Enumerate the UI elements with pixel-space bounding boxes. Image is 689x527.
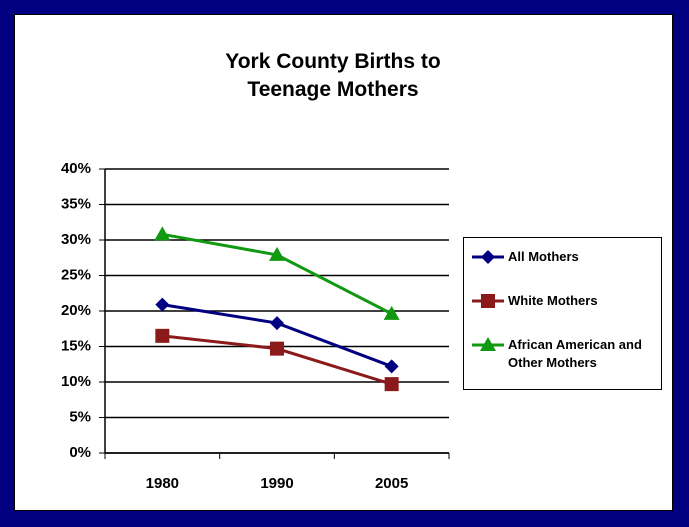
series-line	[162, 232, 393, 316]
x-tick-label: 2005	[375, 475, 408, 492]
marker	[155, 297, 170, 312]
legend-label: All Mothers	[508, 249, 579, 264]
marker	[384, 359, 399, 374]
chart-title: York County Births to Teenage Mothers	[225, 50, 441, 101]
y-tick-label: 35%	[61, 195, 91, 212]
legend-item: African American and Other Mothers	[470, 336, 658, 372]
x-tick-label: 1990	[260, 475, 293, 492]
marker	[155, 328, 170, 343]
marker	[383, 305, 400, 320]
y-tick-label: 20%	[61, 302, 91, 319]
marker	[480, 337, 496, 351]
legend-label: African American and Other Mothers	[508, 337, 642, 370]
marker	[481, 250, 495, 264]
marker	[154, 226, 171, 241]
marker	[270, 341, 284, 356]
legend-icon	[472, 294, 504, 308]
x-tick-label: 1980	[146, 475, 179, 492]
legend: All Mothers White Mothers African American…	[463, 237, 662, 390]
marker	[384, 377, 399, 392]
y-tick-label: 0%	[69, 444, 91, 461]
marker	[269, 246, 285, 261]
y-tick-label: 15%	[61, 337, 91, 354]
legend-icon	[472, 250, 504, 264]
series-line	[162, 303, 393, 368]
legend-item: All Mothers	[470, 248, 658, 266]
y-tick-label: 25%	[61, 266, 91, 283]
legend-item: White Mothers	[470, 292, 658, 310]
marker	[270, 316, 284, 331]
marker	[481, 294, 495, 308]
y-tick-label: 10%	[61, 373, 91, 390]
y-tick-label: 40%	[61, 160, 91, 177]
y-tick-label: 5%	[69, 408, 91, 425]
legend-label: White Mothers	[508, 293, 598, 308]
legend-icon	[472, 337, 504, 351]
y-tick-label: 30%	[61, 231, 91, 248]
